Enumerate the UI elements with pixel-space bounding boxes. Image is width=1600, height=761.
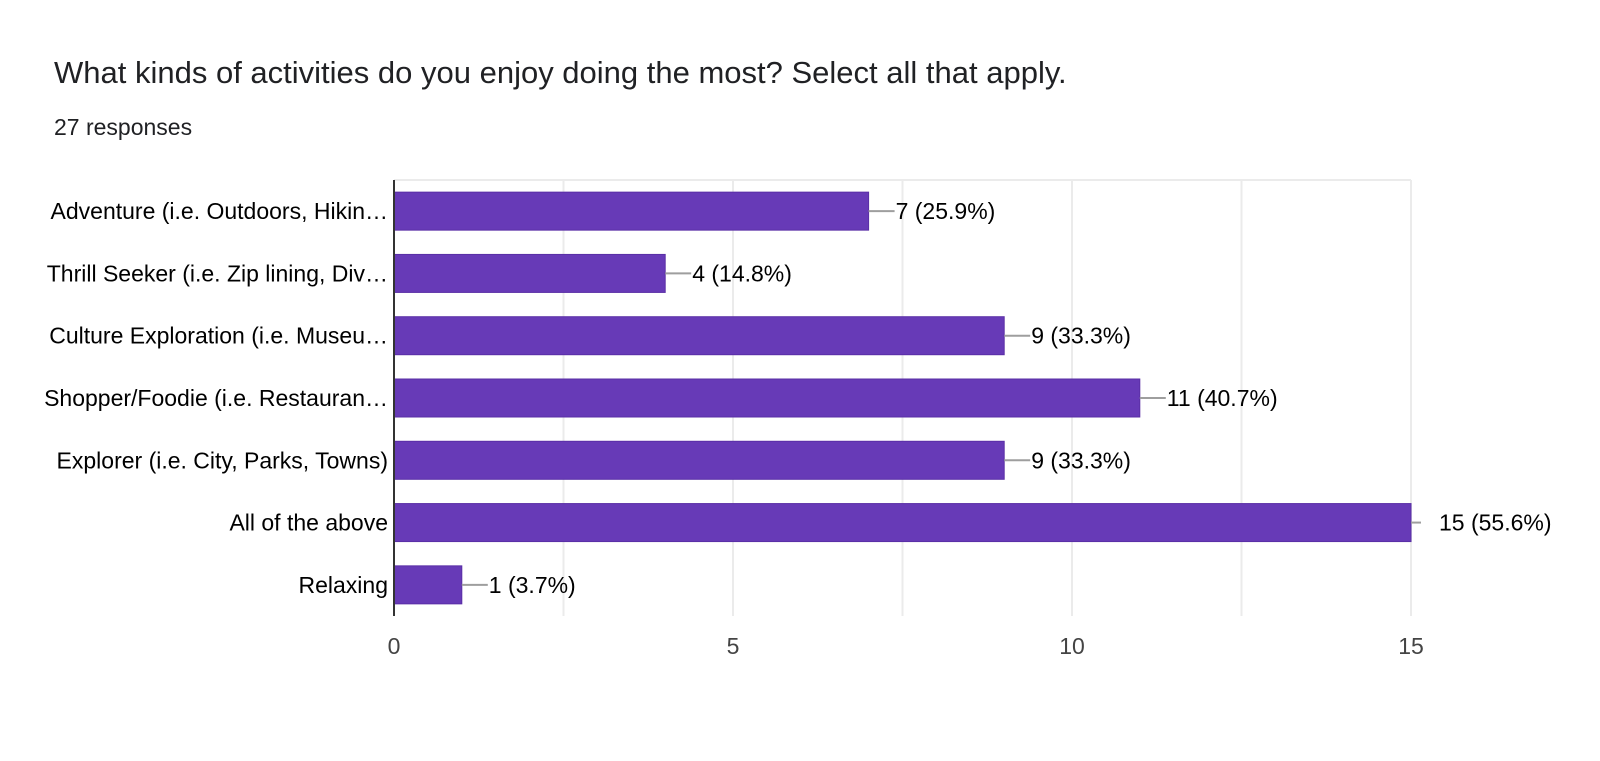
category-label: Explorer (i.e. City, Parks, Towns) bbox=[57, 447, 388, 473]
data-label: 9 (33.3%) bbox=[1031, 447, 1131, 473]
data-label: 4 (14.8%) bbox=[692, 260, 792, 286]
data-label: 15 (55.6%) bbox=[1439, 510, 1552, 536]
data-label: 7 (25.9%) bbox=[896, 198, 996, 224]
category-label: Relaxing bbox=[299, 572, 389, 598]
data-label: 1 (3.7%) bbox=[489, 572, 576, 598]
bar[interactable] bbox=[393, 440, 1005, 480]
chart-title: What kinds of activities do you enjoy do… bbox=[54, 55, 1067, 90]
bars bbox=[393, 191, 1412, 605]
category-label: Shopper/Foodie (i.e. Restauran… bbox=[44, 385, 388, 411]
category-label: All of the above bbox=[229, 510, 388, 536]
bar[interactable] bbox=[393, 378, 1141, 418]
bar[interactable] bbox=[393, 316, 1005, 356]
x-tick-label: 5 bbox=[727, 633, 740, 659]
bar[interactable] bbox=[393, 565, 463, 605]
response-count: 27 responses bbox=[54, 114, 193, 140]
category-label: Culture Exploration (i.e. Museu… bbox=[49, 323, 388, 349]
data-label: 9 (33.3%) bbox=[1031, 323, 1131, 349]
category-label: Thrill Seeker (i.e. Zip lining, Div… bbox=[47, 260, 388, 286]
x-tick-label: 10 bbox=[1059, 633, 1085, 659]
category-label: Adventure (i.e. Outdoors, Hikin… bbox=[51, 198, 388, 224]
x-tick-label: 0 bbox=[388, 633, 401, 659]
bar[interactable] bbox=[393, 191, 870, 231]
labels: 7 (25.9%) Adventure (i.e. Outdoors, Hikin… bbox=[44, 198, 1551, 598]
x-tick-label: 15 bbox=[1398, 633, 1424, 659]
data-label: 11 (40.7%) bbox=[1167, 385, 1278, 411]
axes: 0 5 10 15 bbox=[388, 180, 1424, 659]
chart-header: What kinds of activities do you enjoy do… bbox=[54, 52, 1067, 142]
bar[interactable] bbox=[393, 253, 666, 293]
bar[interactable] bbox=[393, 503, 1412, 543]
